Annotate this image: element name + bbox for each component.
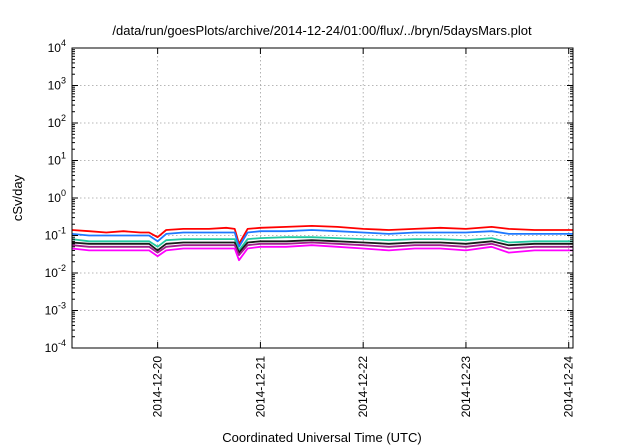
- x-axis: 2014-12-20 2014-12-21 2014-12-22 2014-12-23…: [151, 48, 576, 417]
- grid: [72, 48, 573, 348]
- series-line-5: [71, 241, 573, 257]
- y-axis: 10-4 10-3 10-2 10-1 100 101 102 103 104: [45, 38, 573, 355]
- y-tick-label: 101: [48, 151, 66, 168]
- y-tick-label: 10-2: [45, 263, 66, 280]
- y-tick-label: 104: [48, 38, 66, 55]
- series-layer: [71, 224, 573, 262]
- series-line-1: [71, 224, 573, 245]
- y-tick-label: 102: [48, 113, 66, 130]
- y-tick-label: 10-3: [45, 301, 66, 318]
- y-axis-label: cSv/day: [10, 174, 25, 221]
- x-tick-label: 2014-12-24: [562, 356, 576, 418]
- y-tick-label: 100: [48, 188, 66, 205]
- series-line-6: [71, 244, 573, 262]
- plot-frame: [71, 47, 574, 349]
- y-tick-label: 103: [48, 76, 66, 93]
- y-tick-label: 10-1: [45, 226, 66, 243]
- y-tick-label: 10-4: [45, 338, 66, 355]
- x-axis-label: Coordinated Universal Time (UTC): [222, 430, 421, 445]
- x-tick-label: 2014-12-20: [151, 356, 165, 418]
- x-tick-label: 2014-12-22: [356, 356, 370, 418]
- series-line-4: [71, 239, 573, 254]
- x-tick-label: 2014-12-21: [253, 356, 267, 418]
- series-line-2: [71, 229, 573, 248]
- series-line-3: [71, 236, 573, 252]
- chart-title: /data/run/goesPlots/archive/2014-12-24/0…: [112, 23, 532, 38]
- x-tick-label: 2014-12-23: [459, 356, 473, 418]
